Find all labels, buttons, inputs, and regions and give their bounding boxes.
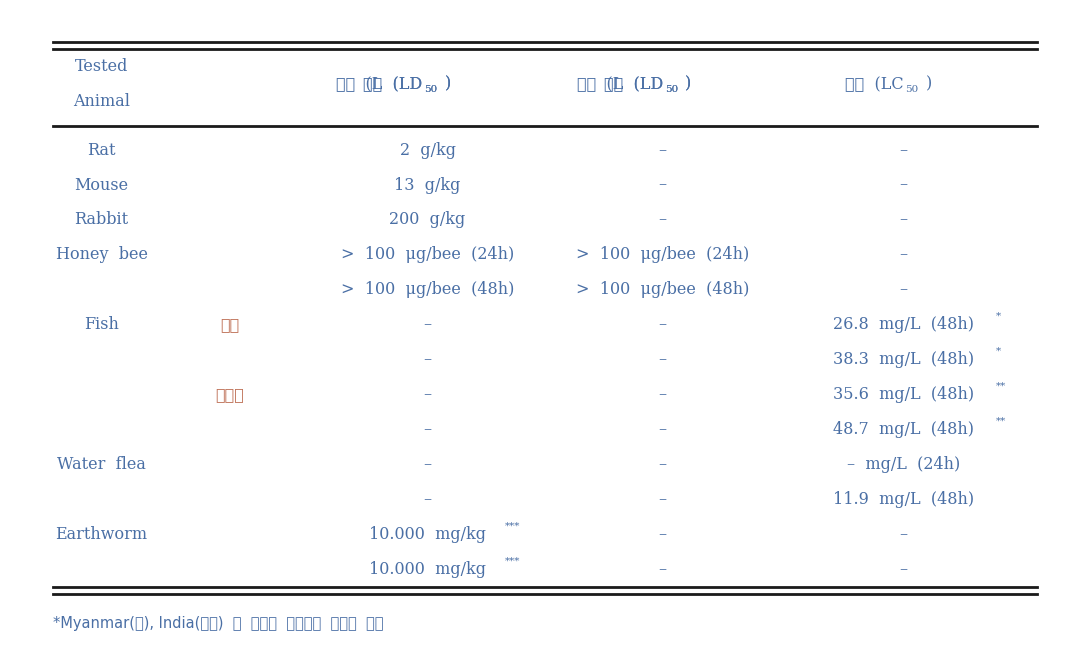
Text: 50: 50 bbox=[424, 85, 437, 94]
Text: 50: 50 bbox=[905, 85, 918, 94]
Text: –: – bbox=[899, 281, 908, 298]
Text: 10.000  mg/kg: 10.000 mg/kg bbox=[369, 561, 486, 578]
Text: –: – bbox=[899, 526, 908, 543]
Text: ): ) bbox=[445, 76, 451, 93]
Text: –: – bbox=[659, 561, 667, 578]
Text: ***: *** bbox=[506, 521, 521, 531]
Text: >  100  μg/bee  (24h): > 100 μg/bee (24h) bbox=[576, 247, 749, 263]
Text: 10.000  mg/kg: 10.000 mg/kg bbox=[369, 526, 486, 543]
Text: *Myanmar(위), India(아래)  두  각각의  제품으로  실험된  결과: *Myanmar(위), India(아래) 두 각각의 제품으로 실험된 결과 bbox=[53, 616, 384, 631]
Text: >  100  μg/bee  (24h): > 100 μg/bee (24h) bbox=[341, 247, 514, 263]
Text: Water  flea: Water flea bbox=[57, 456, 146, 473]
Text: *: * bbox=[996, 347, 1001, 356]
Text: –: – bbox=[899, 177, 908, 193]
Text: ): ) bbox=[926, 76, 932, 93]
Text: >  100  μg/bee  (48h): > 100 μg/bee (48h) bbox=[576, 281, 749, 298]
Text: 200  g/kg: 200 g/kg bbox=[389, 212, 466, 228]
Text: –: – bbox=[659, 386, 667, 403]
Text: –: – bbox=[659, 142, 667, 159]
Text: –: – bbox=[423, 491, 432, 508]
Text: –: – bbox=[659, 316, 667, 333]
Text: 접촉  (LD: 접촉 (LD bbox=[604, 76, 663, 93]
Text: –: – bbox=[659, 491, 667, 508]
Text: 35.6  mg/L  (48h): 35.6 mg/L (48h) bbox=[833, 386, 974, 403]
Text: 잉어: 잉어 bbox=[220, 317, 239, 333]
Text: Rat: Rat bbox=[88, 142, 115, 159]
Text: –: – bbox=[423, 386, 432, 403]
Text: 경구  (L  (LD: 경구 (L (LD bbox=[336, 76, 422, 93]
Text: 급성  (LC: 급성 (LC bbox=[845, 76, 903, 93]
Text: –: – bbox=[659, 177, 667, 193]
Text: 48.7  mg/L  (48h): 48.7 mg/L (48h) bbox=[833, 421, 974, 438]
Text: *: * bbox=[996, 312, 1001, 321]
Text: >  100  μg/bee  (48h): > 100 μg/bee (48h) bbox=[341, 281, 514, 298]
Text: **: ** bbox=[996, 417, 1006, 426]
Text: Animal: Animal bbox=[73, 93, 130, 110]
Text: –: – bbox=[423, 316, 432, 333]
Text: Mouse: Mouse bbox=[75, 177, 128, 193]
Text: –: – bbox=[659, 456, 667, 473]
Text: ): ) bbox=[685, 76, 692, 93]
Text: 미구리: 미구리 bbox=[215, 387, 245, 402]
Text: Fish: Fish bbox=[84, 316, 119, 333]
Text: Rabbit: Rabbit bbox=[75, 212, 128, 228]
Text: ***: *** bbox=[506, 556, 521, 565]
Text: ): ) bbox=[445, 76, 451, 93]
Text: Honey  bee: Honey bee bbox=[56, 247, 148, 263]
Text: ): ) bbox=[685, 76, 692, 93]
Text: 50: 50 bbox=[665, 85, 678, 94]
Text: Earthworm: Earthworm bbox=[56, 526, 148, 543]
Text: 접촉  (L  (LD: 접촉 (L (LD bbox=[576, 76, 663, 93]
Text: –  mg/L  (24h): – mg/L (24h) bbox=[847, 456, 960, 473]
Text: –: – bbox=[899, 561, 908, 578]
Text: 50: 50 bbox=[424, 85, 437, 94]
Text: –: – bbox=[423, 456, 432, 473]
Text: –: – bbox=[423, 351, 432, 368]
Text: –: – bbox=[899, 142, 908, 159]
Text: –: – bbox=[899, 247, 908, 263]
Text: 26.8  mg/L  (48h): 26.8 mg/L (48h) bbox=[833, 316, 974, 333]
Text: Tested: Tested bbox=[75, 58, 128, 75]
Text: –: – bbox=[659, 526, 667, 543]
Text: 50: 50 bbox=[665, 85, 678, 94]
Text: 11.9  mg/L  (48h): 11.9 mg/L (48h) bbox=[833, 491, 974, 508]
Text: 2  g/kg: 2 g/kg bbox=[400, 142, 455, 159]
Text: 38.3  mg/L  (48h): 38.3 mg/L (48h) bbox=[833, 351, 974, 368]
Text: –: – bbox=[423, 421, 432, 438]
Text: –: – bbox=[659, 421, 667, 438]
Text: –: – bbox=[659, 351, 667, 368]
Text: –: – bbox=[659, 212, 667, 228]
Text: –: – bbox=[899, 212, 908, 228]
Text: 경구  (LD: 경구 (LD bbox=[363, 76, 422, 93]
Text: **: ** bbox=[996, 382, 1006, 391]
Text: 13  g/kg: 13 g/kg bbox=[394, 177, 461, 193]
